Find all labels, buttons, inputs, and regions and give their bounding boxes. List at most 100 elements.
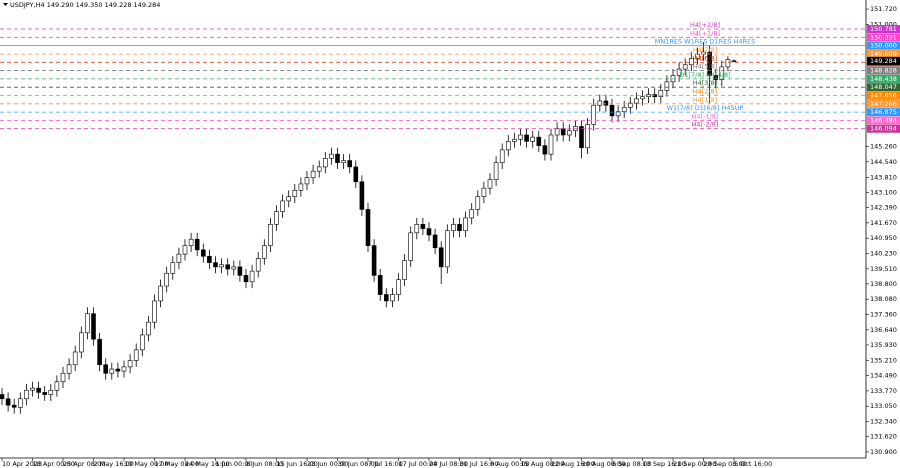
level-price-box — [867, 83, 900, 92]
candle-body — [487, 179, 493, 189]
candle-body — [713, 75, 719, 80]
level-price-label: 149.609 — [870, 50, 897, 58]
candle-body — [383, 294, 389, 302]
level-name: H4[1/8] — [693, 96, 718, 104]
candle-body — [48, 389, 54, 395]
candle-body — [304, 177, 310, 185]
candle-body — [91, 313, 96, 340]
candle-body — [79, 332, 84, 353]
candle-body — [164, 272, 169, 287]
candle-body — [140, 334, 145, 351]
level-price-label: 148.828 — [870, 67, 897, 75]
candle-body — [329, 153, 334, 159]
candle-body — [390, 294, 395, 302]
candle-body — [426, 228, 432, 236]
candle-body — [707, 51, 712, 76]
candle-body — [353, 166, 359, 183]
x-tick-label: 18 Apr 00:00 — [33, 460, 75, 468]
candle-body — [664, 81, 670, 91]
candle-body — [121, 366, 127, 372]
candle-body — [640, 96, 645, 100]
level-price-box — [867, 33, 900, 42]
level-price-box — [867, 41, 900, 50]
candle-body — [213, 262, 218, 268]
candle-body — [597, 100, 603, 106]
level-price-label: 150.781 — [870, 25, 897, 33]
y-tick-label: 143.100 — [870, 188, 897, 196]
x-tick-label: 13 Sep 16:00 — [643, 460, 686, 468]
candle-body — [359, 181, 365, 210]
level-price-box — [867, 66, 900, 75]
candle-body — [261, 245, 267, 259]
level-name: H4[2/8] — [693, 88, 718, 96]
y-tick-label: 135.930 — [870, 341, 897, 349]
candle-body — [170, 262, 176, 274]
candle-body — [341, 160, 346, 163]
x-tick-label: 5 Oct 16:00 — [734, 460, 772, 468]
chart-title: USDJPY,H4 149.290 149.350 149.228 149.28… — [10, 1, 160, 9]
y-tick-label: 135.210 — [870, 356, 897, 364]
candle-body — [298, 183, 304, 191]
candle-body — [634, 98, 639, 104]
y-tick-label: 133.050 — [870, 402, 897, 410]
candle-body — [499, 149, 505, 163]
y-tick-label: 143.810 — [870, 173, 897, 181]
level-price-label: 148.438 — [870, 75, 897, 83]
candle-body — [66, 364, 72, 374]
candle-body — [237, 266, 243, 276]
x-tick-label: 1 Jun 00:00 — [216, 460, 253, 468]
x-tick-label: 31 Jul 16:00 — [460, 460, 499, 468]
y-tick-label: 131.620 — [870, 433, 897, 441]
candle-body — [566, 130, 572, 136]
x-tick-label: 17 Jul 00:00 — [399, 460, 438, 468]
level-name: H4[+2/8] — [690, 21, 720, 29]
candle-body — [609, 104, 615, 117]
candle-body — [493, 162, 499, 180]
y-tick-label: 141.670 — [870, 219, 897, 227]
candle-body — [36, 387, 41, 393]
level-price-label: 150.000 — [870, 42, 897, 50]
candle-body — [316, 166, 322, 172]
candle-body — [542, 145, 548, 155]
level-price-label: 147.266 — [870, 100, 897, 108]
y-tick-label: 138.080 — [870, 295, 897, 303]
candle-body — [30, 387, 35, 391]
candle-body — [85, 313, 90, 334]
candle-body — [182, 245, 188, 255]
candle-body — [365, 209, 371, 246]
candle-body — [109, 368, 115, 374]
x-tick-label: 30 Aug 00:00 — [582, 460, 626, 468]
x-tick-label: 10 May 00:00 — [124, 460, 169, 468]
candle-body — [310, 170, 316, 178]
candle-body — [463, 217, 468, 232]
candle-body — [17, 398, 23, 408]
candle-body — [615, 111, 621, 117]
candle-body — [457, 224, 462, 232]
x-tick-label: 25 Apr 08:00 — [63, 460, 105, 468]
candle-body — [731, 60, 737, 62]
x-tick-label: 10 Apr 2023 — [2, 460, 42, 468]
candle-body — [133, 349, 139, 361]
level-price-label: 148.047 — [870, 83, 897, 91]
level-price-box — [867, 91, 900, 100]
y-tick-label: 133.770 — [870, 387, 897, 395]
candle-body — [432, 234, 438, 249]
candle-body — [231, 266, 237, 270]
candle-body — [225, 264, 230, 270]
y-tick-label: 145.260 — [870, 142, 897, 150]
candle-body — [274, 211, 279, 225]
candle-body — [146, 321, 151, 336]
candle-body — [207, 255, 212, 263]
candle-body — [11, 404, 17, 408]
level-name: D1[7/8] H4[4/8] — [679, 71, 730, 79]
y-tick-label: 132.340 — [870, 417, 897, 425]
candle-body — [335, 153, 340, 163]
candle-body — [536, 136, 542, 146]
y-tick-label: 140.950 — [870, 234, 897, 242]
candle-body — [603, 100, 609, 106]
candle-body — [414, 224, 420, 234]
y-tick-label: 139.510 — [870, 265, 897, 273]
candle-body — [292, 190, 298, 197]
